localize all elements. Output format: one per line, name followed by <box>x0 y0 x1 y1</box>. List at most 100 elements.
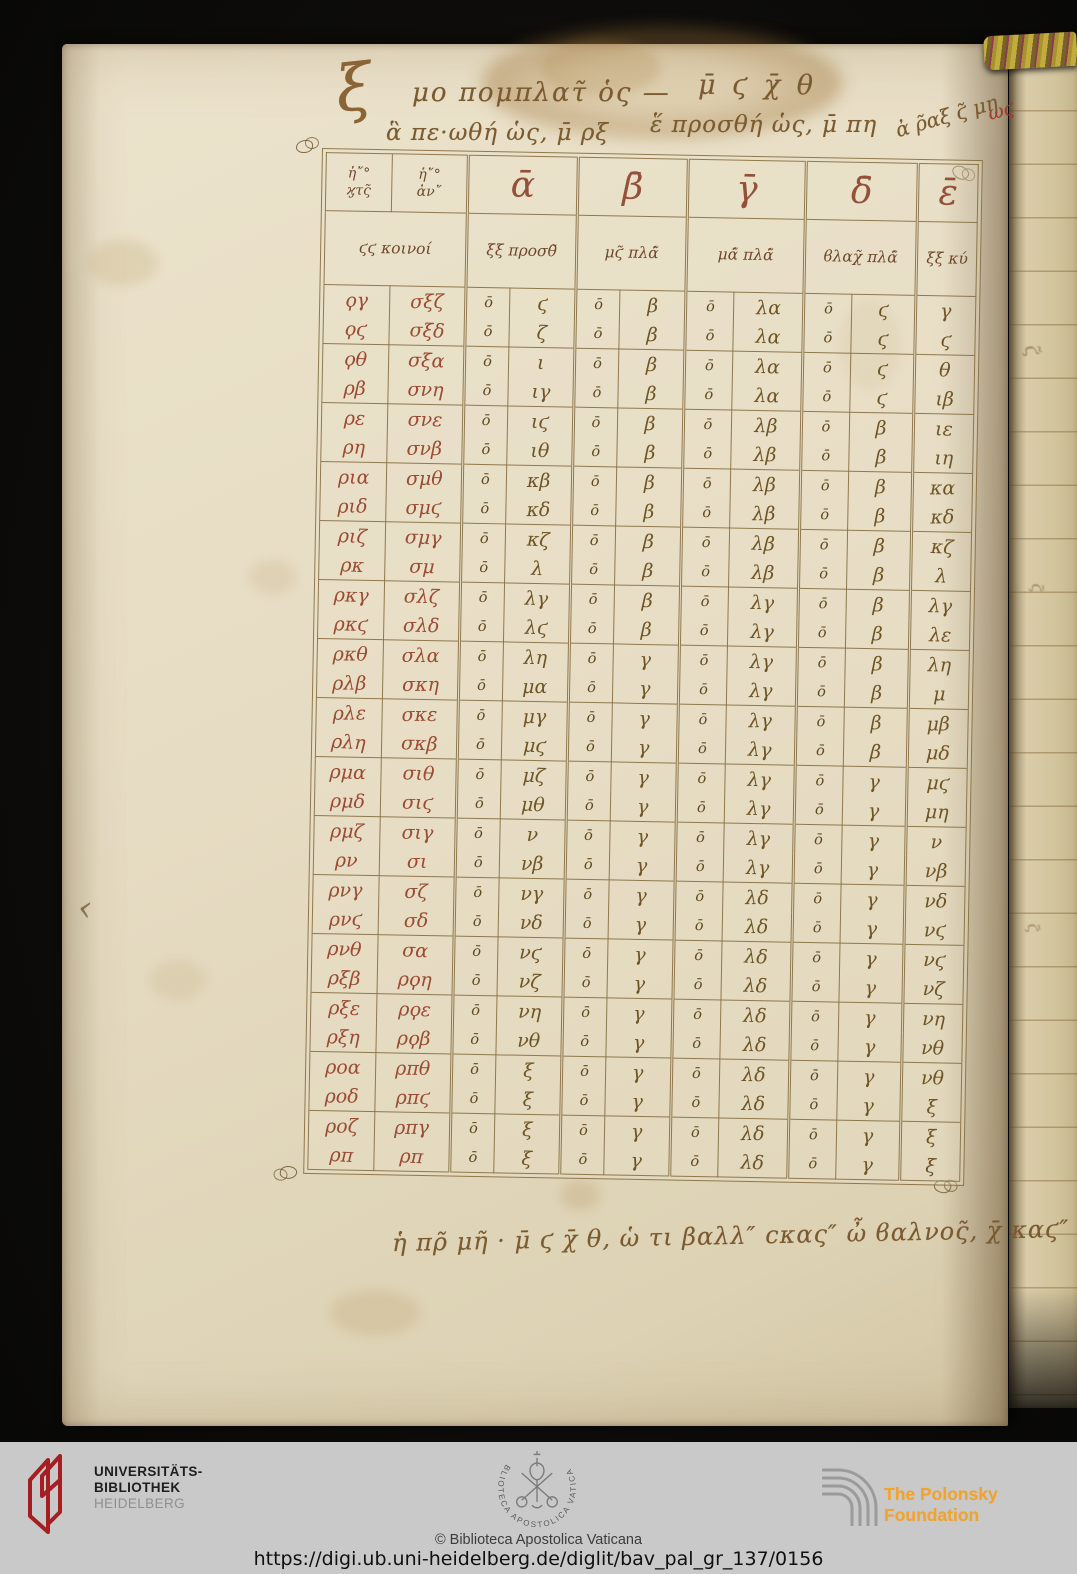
cell-value: ρλε <box>332 701 366 725</box>
ub-heidelberg-wordmark: UNIVERSITÄTS- BIBLIOTHEK HEIDELBERG <box>94 1464 203 1512</box>
cell-value: ρμζ <box>329 819 365 843</box>
cell-value: ο̄ <box>478 559 488 576</box>
cell-value: ο̄ <box>476 707 486 724</box>
cell-value: σιγ <box>401 821 434 844</box>
cell-value: ο̄ <box>813 831 823 848</box>
group-header: δ̄ <box>805 161 919 222</box>
cell-value: μα <box>522 675 548 698</box>
cell-value: νθ <box>920 1036 945 1060</box>
cell-value: ο̄ <box>690 1124 700 1141</box>
cell-value: ο̄ <box>814 801 824 818</box>
cell-value: νθ <box>920 1066 944 1089</box>
group-header: β̄ <box>577 157 689 218</box>
cell-value: λδ <box>742 1033 767 1056</box>
sub-header: μά̃ πλά̃ <box>685 217 806 294</box>
header-line2-right: ἕ προσθή ὡς, μ̄ πη <box>650 112 878 138</box>
cell-value: γ <box>867 858 879 881</box>
vatican-circle-text: BIBLIOTECA APOSTOLICA VATICANA <box>482 1446 576 1529</box>
svg-text:BIBLIOTECA APOSTOLICA VATICA: BIBLIOTECA APOSTOLICA VATICANA <box>482 1446 578 1529</box>
cell-value: σνη <box>407 377 444 401</box>
cell-value: ο̄ <box>580 1033 590 1050</box>
cell-value: ο̄ <box>809 1067 819 1084</box>
cell-value: ο̄ <box>586 679 596 696</box>
cell-value: ο̄ <box>704 327 715 344</box>
cell-value: γ <box>638 707 651 730</box>
corner-header: ἡ῎° ἀν῎ <box>391 153 469 214</box>
ub-line1: UNIVERSITÄTS- <box>94 1464 203 1479</box>
cell-value: ο̄ <box>476 677 486 694</box>
cell-value: ρϙε <box>397 997 431 1021</box>
sub-header: ξξ κύ <box>915 221 978 297</box>
cell-value: ρκθ <box>332 642 368 666</box>
cell-value: ο̄ <box>699 652 709 669</box>
cell-value: ο̄ <box>694 888 704 905</box>
cell-value: ν <box>930 830 943 853</box>
cell-value: β <box>872 534 885 558</box>
cell-value: ζ <box>536 321 548 344</box>
cell-value: ο̄ <box>481 441 490 458</box>
cell-value: ϛ <box>536 292 548 315</box>
ub-heidelberg-logo-icon <box>28 1454 62 1534</box>
cell-value: ρνϛ <box>328 907 363 931</box>
facing-page-edge: ϛ̃ ϛ̃ ϛ̃ <box>1009 58 1077 1408</box>
cell-value: κβ <box>527 469 551 492</box>
cell-value: λγ <box>749 650 774 673</box>
cell-value: λδ <box>743 1004 768 1027</box>
cell-value: β <box>870 681 882 704</box>
header-line2-left: ἃ πε·ωθή ὡς, μ̄ ρξ <box>386 120 610 146</box>
polonsky-wordmark: The Polonsky Foundation <box>884 1484 998 1525</box>
cell-value: β <box>869 740 882 763</box>
cell-value: ροα <box>324 1055 361 1079</box>
cell-value: ο̄ <box>590 473 600 490</box>
cell-value: γ <box>632 1031 645 1054</box>
cell-value: ο̄ <box>470 1031 480 1048</box>
cell-value: λγ <box>746 827 771 850</box>
cell-value: σμγ <box>404 525 442 550</box>
cell-value: λδ <box>741 1122 765 1145</box>
cell-value: ο̄ <box>698 681 708 698</box>
cell-value: ο̄ <box>821 418 831 435</box>
parchment-stain <box>250 560 296 594</box>
cell-value: σιϛ <box>402 790 434 814</box>
cell-value: ο̄ <box>582 915 592 932</box>
cell-value: ο̄ <box>583 827 593 844</box>
cell-value: ο̄ <box>700 563 710 580</box>
cell-value: μζ <box>521 764 546 787</box>
cell-value: ρε <box>343 406 366 430</box>
cell-value: ο̄ <box>816 713 826 730</box>
cell-value: λδ <box>743 974 768 998</box>
cell-value: γ <box>866 888 879 911</box>
cell-value: ρπ <box>328 1143 354 1167</box>
cell-value: ο̄ <box>581 945 591 962</box>
cell-value: γ <box>863 1035 876 1058</box>
cell-value: ο̄ <box>577 1151 588 1168</box>
cell-value: μϛ <box>522 733 547 757</box>
cell-value: ξ <box>520 1147 533 1170</box>
cell-value: ιε <box>934 417 953 441</box>
cell-value: ο̄ <box>481 382 492 399</box>
cell-value: λδ <box>742 1063 766 1086</box>
cell-value: γ <box>867 799 880 822</box>
binding-headband <box>983 31 1077 71</box>
cell-value: ο̄ <box>580 1004 590 1021</box>
cell-value: ιβ <box>935 387 955 411</box>
cell-value: ο̄ <box>812 890 822 907</box>
cell-value: ο̄ <box>692 1006 702 1023</box>
cell-value: σλα <box>401 644 440 667</box>
parchment-stain <box>560 1180 600 1210</box>
cell-value: ρπγ <box>394 1116 430 1139</box>
cell-value: β <box>640 589 653 612</box>
cell-value: σκβ <box>400 731 438 756</box>
cell-value: ρπ <box>399 1144 424 1168</box>
cell-value: κα <box>930 476 956 499</box>
cell-value: ο̄ <box>588 591 598 608</box>
cell-value: θ <box>938 358 952 382</box>
cell-value: ο̄ <box>821 388 832 405</box>
cell-value: σζ <box>404 880 429 903</box>
cell-value: μθ <box>520 793 546 816</box>
cell-value: ο̄ <box>817 654 827 671</box>
cell-value: λ <box>530 557 544 580</box>
cell-value: ο̄ <box>814 772 825 789</box>
cell-value: ο̄ <box>696 770 707 787</box>
cell-value: νγ <box>519 882 543 905</box>
